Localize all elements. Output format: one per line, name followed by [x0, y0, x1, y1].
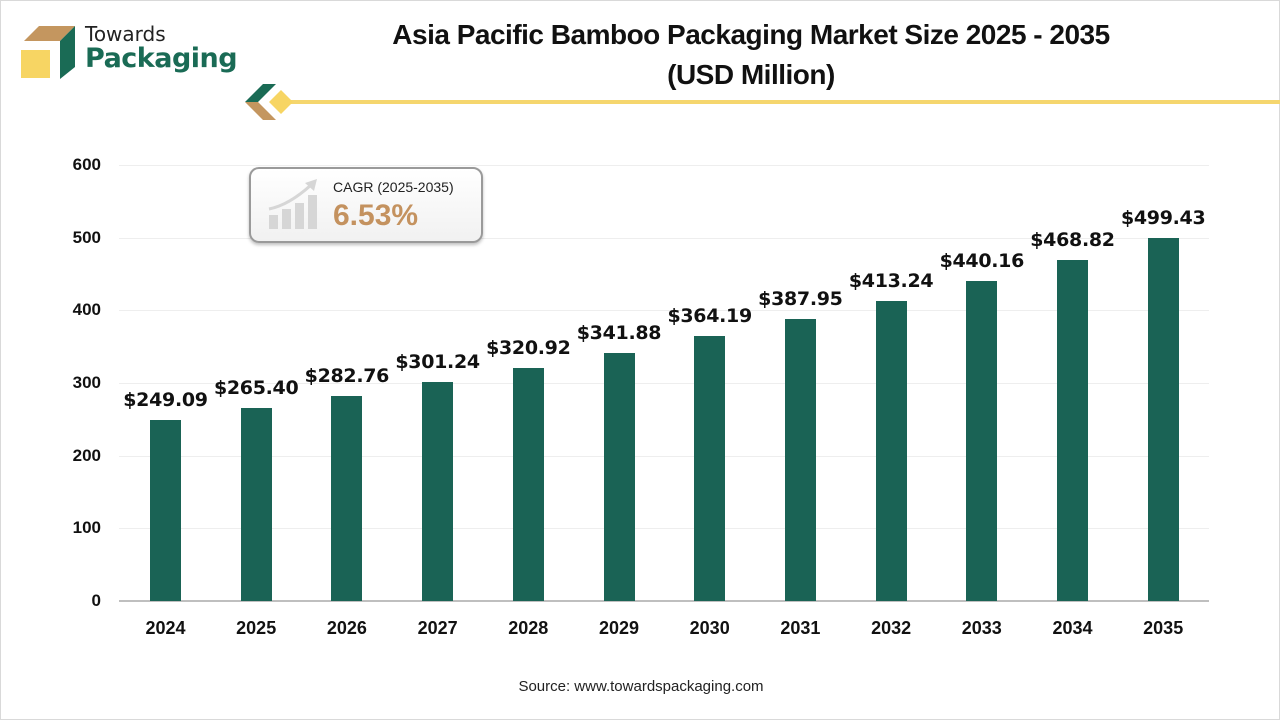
- data-label: $341.88: [576, 321, 662, 344]
- cagr-badge: CAGR (2025-2035) 6.53%: [249, 167, 483, 243]
- title-divider: [281, 100, 1280, 104]
- bar-2035: [1147, 238, 1179, 601]
- x-tick-label: 2031: [780, 618, 821, 638]
- bar-2034: [1057, 260, 1088, 601]
- x-tick-label: 2030: [689, 618, 730, 638]
- chart-title: Asia Pacific Bamboo Packaging Market Siz…: [301, 15, 1201, 95]
- x-tick-label: 2026: [326, 618, 367, 638]
- x-tick-label: 2032: [871, 618, 912, 638]
- bar-2030: [694, 336, 726, 601]
- data-label: $499.43: [1120, 207, 1206, 230]
- bar-2028: [512, 367, 544, 601]
- data-label: $468.82: [1030, 229, 1115, 252]
- x-axis-line: [119, 600, 1209, 602]
- data-label: $249.09: [123, 388, 208, 411]
- bar-2024: [150, 419, 181, 601]
- gridline: [119, 455, 1209, 457]
- y-tick-label: 600: [72, 155, 101, 174]
- bar-2032: [875, 300, 907, 601]
- brand-logo: Towards Packaging: [19, 22, 239, 83]
- bar-2025: [240, 408, 272, 601]
- bar-2031: [784, 319, 816, 601]
- bar-2026: [331, 395, 363, 601]
- growth-chart-icon: [268, 179, 317, 229]
- y-tick-label: 100: [72, 518, 101, 538]
- gridline: [119, 383, 1209, 384]
- y-tick-label: 200: [72, 445, 101, 465]
- x-tick-label: 2033: [961, 618, 1002, 638]
- x-tick-label: 2024: [145, 618, 186, 638]
- x-tick-label: 2027: [417, 618, 458, 638]
- x-tick-label: 2035: [1143, 618, 1184, 638]
- x-tick-label: 2029: [598, 618, 640, 638]
- data-label: $440.16: [939, 250, 1025, 273]
- data-label: $364.19: [667, 305, 752, 328]
- data-label: $265.40: [213, 377, 299, 400]
- data-label: $413.24: [848, 269, 934, 292]
- bar-2027: [422, 382, 454, 601]
- x-tick-label: 2028: [508, 618, 549, 638]
- gridline: [119, 165, 1209, 166]
- source-note: Source: www.towardspackaging.com: [518, 678, 764, 695]
- y-tick-label: 0: [91, 591, 101, 610]
- cagr-value: 6.53%: [333, 199, 419, 232]
- gridline: [119, 237, 1209, 239]
- chart-title-line1: Asia Pacific Bamboo Packaging Market Siz…: [392, 19, 1110, 50]
- y-tick-label: 400: [72, 300, 101, 320]
- x-tick-label: 2034: [1052, 618, 1093, 638]
- cagr-label: CAGR (2025-2035): [333, 179, 454, 195]
- bar-2033: [966, 281, 998, 601]
- brand-name-line1: Towards: [85, 22, 166, 46]
- data-label: $301.24: [395, 351, 480, 374]
- brand-name-line2: Packaging: [85, 43, 238, 74]
- y-tick-label: 300: [72, 373, 101, 392]
- y-tick-label: 500: [72, 227, 101, 247]
- gridline: [119, 310, 1209, 312]
- box-logo-icon: [21, 26, 75, 79]
- data-label: $320.92: [486, 336, 571, 359]
- bar-2029: [603, 352, 635, 601]
- chart-title-line2: (USD Million): [667, 59, 835, 90]
- gridline: [119, 528, 1209, 530]
- data-label: $282.76: [304, 364, 390, 387]
- data-label: $387.95: [758, 288, 843, 311]
- x-tick-label: 2025: [236, 618, 277, 638]
- divider-arrow-icon: [245, 84, 293, 120]
